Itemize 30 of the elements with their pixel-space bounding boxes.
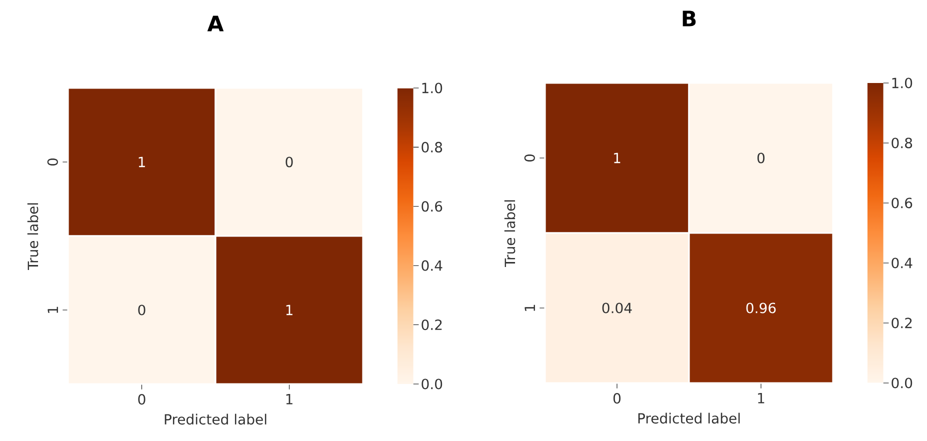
color-bar-label: 0.0 — [892, 378, 912, 388]
color-bar-label: 1.0 — [422, 82, 442, 94]
data-label: 0 — [138, 304, 146, 316]
color-bar-label: 0.2 — [422, 319, 442, 330]
y-axis-title: True label — [27, 203, 38, 270]
x-tick-label: 0 — [613, 393, 621, 404]
x-tick-label: 0 — [138, 394, 146, 405]
color-bar-label: 0.4 — [892, 258, 912, 268]
x-tick-label: 1 — [286, 394, 292, 404]
data-label: 0.04 — [602, 302, 632, 314]
color-bar-label: 0.6 — [422, 201, 442, 212]
y-axis-title: True label — [504, 200, 516, 268]
color-bar-label: 0.8 — [892, 138, 912, 148]
color-bar-label: 1.0 — [892, 78, 912, 88]
x-axis-title: Predicted label — [638, 412, 740, 424]
data-label: 1 — [286, 304, 292, 316]
color-bar-label: 0.8 — [422, 142, 442, 152]
color-bar-label: 0.4 — [422, 260, 442, 271]
data-label: 0 — [757, 152, 765, 164]
chart-title: B — [682, 10, 696, 26]
data-label: 1 — [138, 156, 145, 168]
data-label: 1 — [614, 152, 620, 164]
data-label: 0.96 — [746, 302, 776, 314]
color-bar-label: 0.6 — [892, 198, 912, 208]
color-bar-label: 0.0 — [422, 378, 442, 390]
x-tick-label: 1 — [758, 393, 764, 404]
color-bar-label: 0.2 — [892, 318, 912, 328]
x-axis-title: Predicted label — [164, 414, 266, 425]
chart-title: A — [207, 16, 224, 32]
data-label: 0 — [286, 156, 293, 168]
